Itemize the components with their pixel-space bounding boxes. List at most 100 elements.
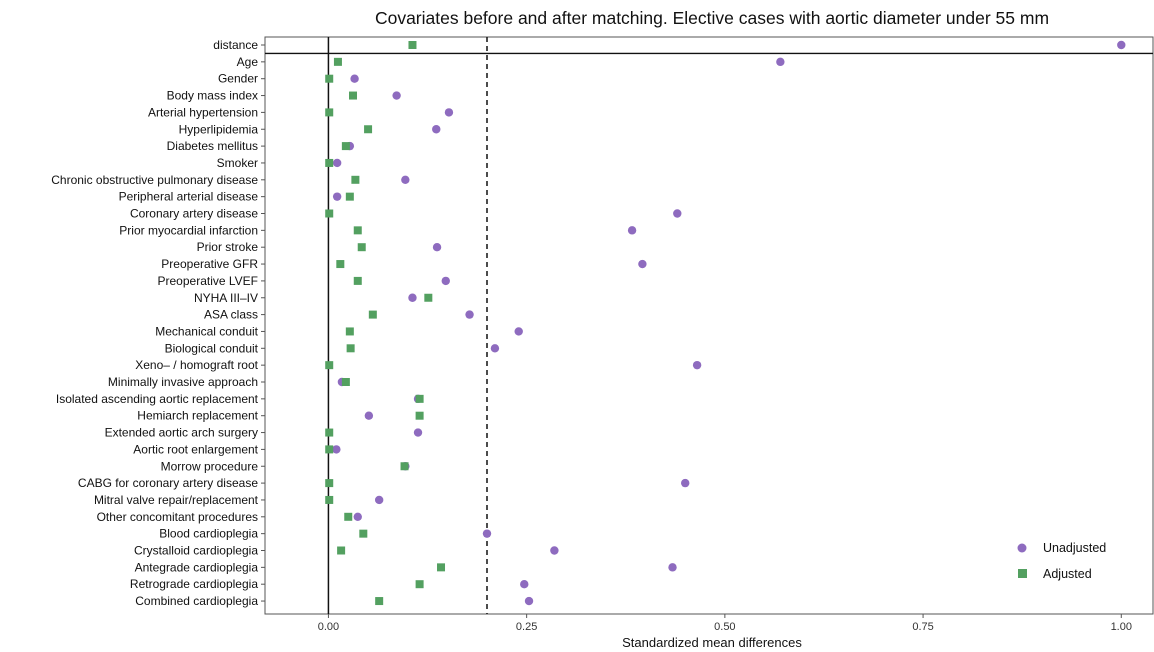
- y-tick-label: Body mass index: [167, 89, 258, 103]
- y-tick-label: Coronary artery disease: [130, 207, 258, 221]
- adjusted-point: [364, 125, 373, 134]
- y-tick-label: Preoperative LVEF: [158, 274, 259, 288]
- legend: Unadjusted Adjusted: [1017, 541, 1106, 581]
- unadjusted-point: [776, 57, 785, 67]
- unadjusted-point: [465, 310, 474, 319]
- adjusted-point: [415, 394, 424, 403]
- legend-unadjusted-marker: [1017, 543, 1027, 553]
- y-tick-label: Prior myocardial infarction: [119, 223, 258, 237]
- unadjusted-point: [432, 243, 442, 252]
- adjusted-point: [353, 226, 362, 235]
- unadjusted-point: [627, 226, 637, 235]
- adjusted-point: [333, 57, 342, 66]
- y-tick-label: Crystalloid cardioplegia: [134, 544, 258, 558]
- data-points: [325, 40, 1126, 606]
- adjusted-point: [375, 597, 384, 606]
- y-tick-label: Gender: [218, 72, 258, 86]
- reference-lines: [265, 37, 1153, 614]
- y-tick-label: Blood cardioplegia: [159, 527, 258, 541]
- unadjusted-point: [353, 512, 362, 521]
- unadjusted-point: [408, 293, 417, 302]
- y-tick-label: Combined cardioplegia: [135, 594, 258, 608]
- y-tick-label: Mechanical conduit: [155, 324, 258, 338]
- adjusted-point: [344, 512, 353, 521]
- y-tick-label: Hyperlipidemia: [179, 122, 259, 136]
- x-tick-label: 0.00: [318, 621, 339, 633]
- y-tick-label: Chronic obstructive pulmonary disease: [51, 173, 258, 187]
- unadjusted-point: [413, 428, 423, 437]
- unadjusted-point: [514, 327, 523, 336]
- x-tick-label: 0.75: [912, 621, 933, 633]
- unadjusted-point: [681, 478, 690, 488]
- adjusted-point: [400, 462, 409, 471]
- unadjusted-point: [441, 276, 450, 286]
- unadjusted-point: [520, 580, 529, 589]
- adjusted-point: [325, 209, 334, 218]
- adjusted-point: [325, 428, 334, 437]
- adjusted-point: [345, 192, 354, 201]
- adjusted-point: [353, 276, 362, 285]
- adjusted-point: [408, 41, 417, 49]
- unadjusted-point: [524, 596, 534, 606]
- legend-adjusted-marker: [1018, 569, 1027, 578]
- adjusted-point: [325, 74, 334, 83]
- y-tick-label: Mitral valve repair/replacement: [94, 493, 259, 507]
- y-tick-label: NYHA III–IV: [194, 291, 258, 305]
- unadjusted-point: [638, 259, 647, 269]
- adjusted-point: [325, 361, 334, 370]
- chart-title: Covariates before and after matching. El…: [375, 8, 1049, 28]
- unadjusted-point: [350, 74, 359, 83]
- unadjusted-point: [444, 108, 454, 117]
- unadjusted-point: [668, 563, 677, 572]
- y-tick-label: Prior stroke: [197, 240, 259, 254]
- x-tick-label: 1.00: [1111, 621, 1132, 633]
- y-tick-label: Aortic root enlargement: [133, 442, 258, 456]
- unadjusted-point: [482, 529, 492, 538]
- adjusted-point: [424, 293, 433, 302]
- x-axis: 0.00 0.25 0.50 0.75 1.00: [318, 614, 1132, 633]
- adjusted-point: [325, 158, 334, 167]
- adjusted-point: [325, 479, 334, 488]
- y-tick-label: Diabetes mellitus: [167, 139, 258, 153]
- unadjusted-point: [364, 411, 374, 420]
- y-tick-label: Morrow procedure: [161, 459, 259, 473]
- unadjusted-point: [392, 91, 401, 100]
- adjusted-point: [346, 344, 355, 353]
- adjusted-point: [359, 529, 368, 538]
- x-tick-label: 0.50: [714, 621, 735, 633]
- y-tick-label: Age: [237, 55, 259, 69]
- y-tick-label: ASA class: [204, 308, 258, 322]
- unadjusted-point: [692, 360, 702, 370]
- x-axis-label: Standardized mean differences: [622, 635, 802, 650]
- adjusted-point: [351, 175, 360, 184]
- adjusted-point: [341, 378, 350, 386]
- adjusted-point: [437, 563, 446, 572]
- legend-unadjusted-label: Unadjusted: [1043, 541, 1106, 555]
- y-tick-label: Antegrade cardioplegia: [135, 560, 259, 574]
- y-tick-label: Retrograde cardioplegia: [130, 577, 258, 591]
- adjusted-point: [341, 142, 350, 151]
- y-tick-label: Isolated ascending aortic replacement: [56, 392, 259, 406]
- y-tick-label: distance: [213, 38, 258, 52]
- adjusted-point: [325, 108, 334, 117]
- x-tick-label: 0.25: [516, 621, 537, 633]
- y-tick-label: Smoker: [217, 156, 258, 170]
- y-tick-label: Minimally invasive approach: [108, 375, 258, 389]
- unadjusted-point: [673, 209, 682, 218]
- unadjusted-point: [401, 175, 410, 184]
- y-tick-label: Hemiarch replacement: [137, 409, 258, 423]
- y-tick-label: Peripheral arterial disease: [119, 190, 259, 204]
- unadjusted-point: [550, 546, 559, 555]
- unadjusted-point: [374, 495, 384, 505]
- unadjusted-point: [332, 158, 342, 168]
- y-tick-label: Other concomitant procedures: [97, 510, 258, 524]
- adjusted-point: [349, 91, 358, 100]
- adjusted-point: [325, 495, 334, 504]
- y-tick-label: Biological conduit: [165, 341, 259, 355]
- adjusted-point: [325, 445, 334, 454]
- y-tick-label: Arterial hypertension: [148, 105, 258, 119]
- plot-area: [264, 36, 1154, 615]
- adjusted-point: [337, 546, 346, 555]
- unadjusted-point: [332, 445, 341, 454]
- y-tick-label: CABG for coronary artery disease: [78, 476, 258, 490]
